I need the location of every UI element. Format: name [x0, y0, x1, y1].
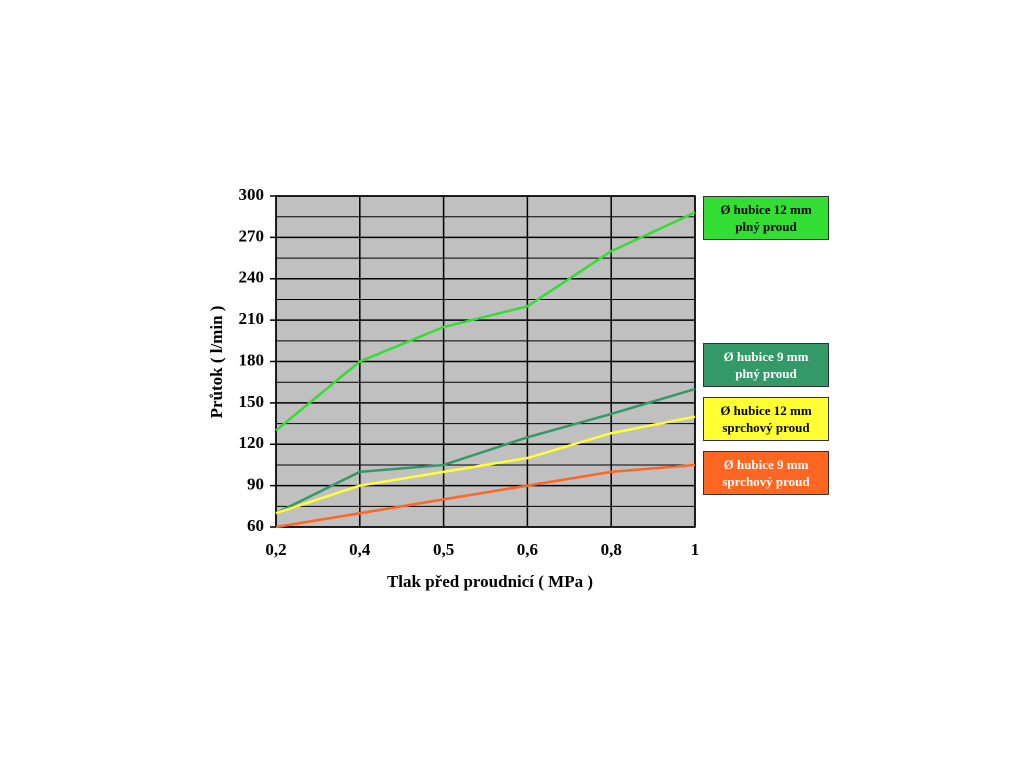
- x-tick-label: 0,2: [265, 540, 286, 559]
- series-line: [275, 463, 696, 529]
- series-line: [275, 211, 696, 432]
- x-tick-label: 0,6: [517, 540, 538, 559]
- y-tick-label: 240: [239, 268, 265, 287]
- y-tick-label: 150: [239, 392, 265, 411]
- legend-item: Ø hubice 9 mm sprchový proud: [703, 451, 829, 495]
- legend-item: Ø hubice 12 mm sprchový proud: [703, 397, 829, 441]
- y-tick-label: 180: [239, 350, 265, 369]
- series-line: [275, 415, 696, 515]
- y-tick-label: 300: [239, 185, 265, 204]
- x-tick-label: 0,4: [349, 540, 371, 559]
- y-axis-label: Průtok ( l/min ): [207, 306, 226, 419]
- x-tick-label: 0,8: [601, 540, 622, 559]
- legend-item: Ø hubice 12 mm plný proud: [703, 196, 829, 240]
- x-axis-label: Tlak před proudnicí ( MPa ): [387, 572, 593, 591]
- x-tick-label: 1: [691, 540, 700, 559]
- y-tick-label: 270: [239, 226, 265, 245]
- series-line: [275, 387, 696, 515]
- y-tick-label: 210: [239, 309, 265, 328]
- y-tick-label: 60: [247, 516, 264, 535]
- y-tick-label: 120: [239, 433, 265, 452]
- legend-item: Ø hubice 9 mm plný proud: [703, 343, 829, 387]
- x-tick-label: 0,5: [433, 540, 454, 559]
- y-tick-label: 90: [247, 475, 264, 494]
